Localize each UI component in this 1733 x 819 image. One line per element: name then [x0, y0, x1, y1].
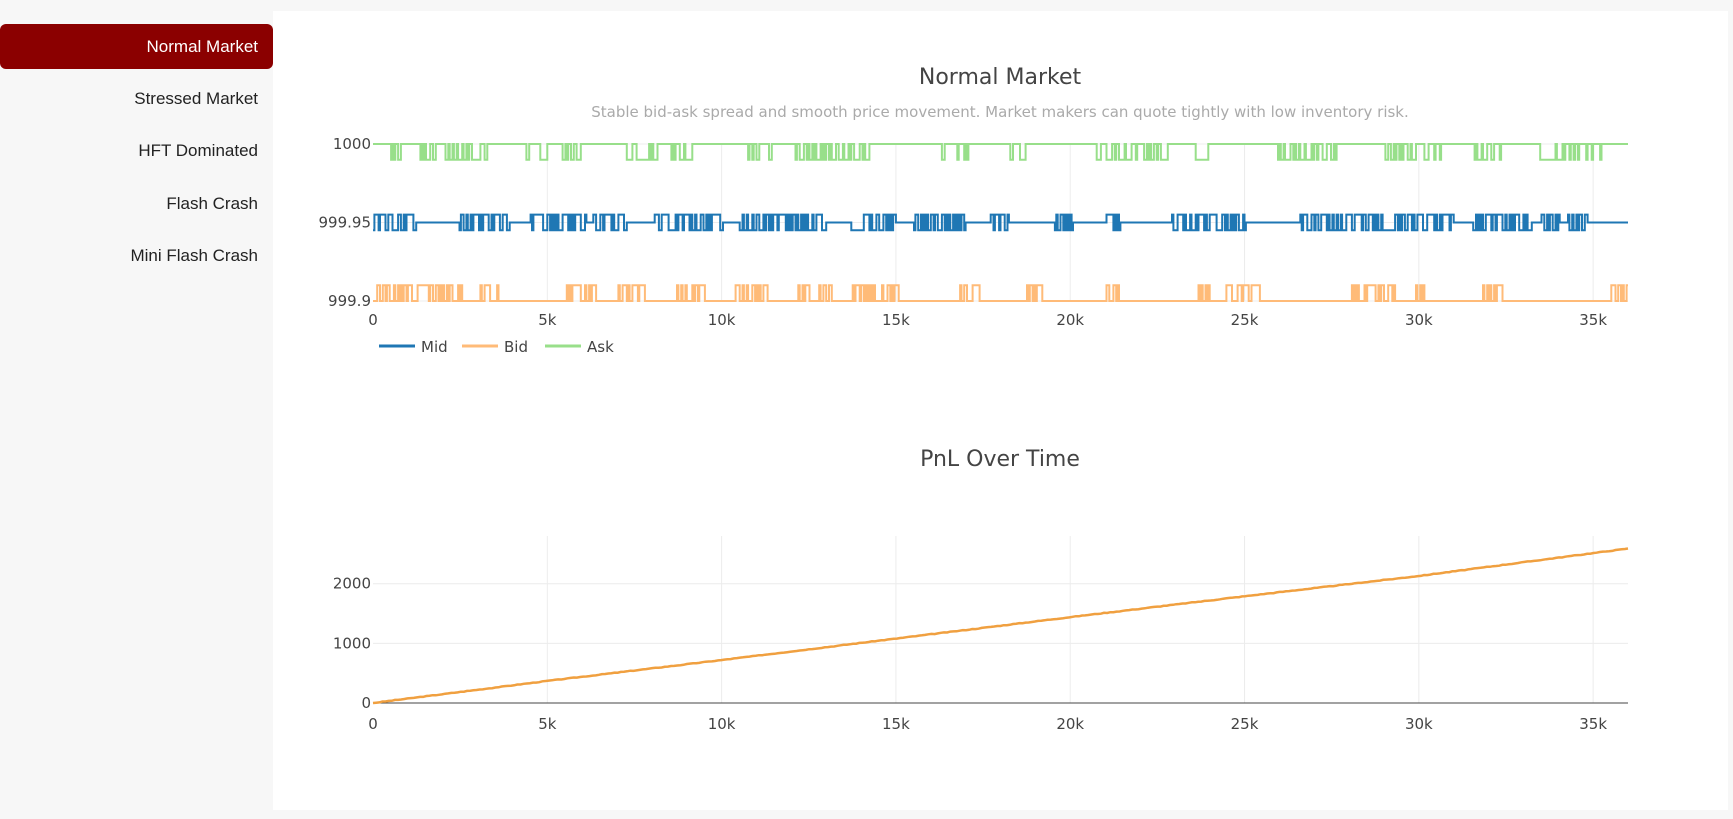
- x-tick-label: 35k: [1579, 715, 1607, 733]
- sidebar-item-hft-dominated[interactable]: HFT Dominated: [138, 141, 258, 160]
- y-tick-label: 999.95: [319, 214, 372, 232]
- y-tick-label: 1000: [333, 634, 371, 652]
- x-tick-label: 20k: [1056, 311, 1084, 329]
- x-tick-label: 25k: [1231, 311, 1259, 329]
- y-tick-label: 999.9: [328, 292, 371, 310]
- sidebar-item-flash-crash[interactable]: Flash Crash: [166, 194, 258, 213]
- x-tick-label: 15k: [882, 311, 910, 329]
- x-tick-label: 10k: [708, 715, 736, 733]
- pnl-chart: PnL Over Time 0 5k 10k 15k 20k 25k 30k 35k 0 1000 2…: [333, 447, 1629, 733]
- sidebar-item-stressed-market[interactable]: Stressed Market: [134, 89, 258, 108]
- sidebar-item-normal-market[interactable]: Normal Market: [0, 24, 273, 69]
- x-tick-label: 15k: [882, 715, 910, 733]
- y-tick-label: 2000: [333, 575, 371, 593]
- main-panel: Normal Market Stable bid-ask spread and s…: [273, 11, 1728, 810]
- legend-label-mid: Mid: [421, 338, 448, 356]
- sidebar: Normal Market Stressed Market HFT Domina…: [0, 0, 273, 819]
- x-tick-label: 30k: [1405, 311, 1433, 329]
- series-line-pnl: [372, 547, 1629, 705]
- sidebar-item-mini-flash-crash[interactable]: Mini Flash Crash: [130, 246, 258, 265]
- y-tick-label: 1000: [333, 135, 371, 153]
- x-tick-label: 0: [368, 311, 378, 329]
- chart-title: PnL Over Time: [920, 447, 1080, 472]
- legend-label-bid: Bid: [504, 338, 528, 356]
- x-tick-label: 30k: [1405, 715, 1433, 733]
- legend-label-ask: Ask: [587, 338, 614, 356]
- x-tick-label: 20k: [1056, 715, 1084, 733]
- series-line-mid: [373, 213, 1628, 232]
- series-line-ask: [373, 143, 1628, 161]
- x-tick-label: 5k: [538, 715, 557, 733]
- chart-subtitle: Stable bid-ask spread and smooth price m…: [591, 103, 1409, 121]
- x-tick-label: 0: [368, 715, 378, 733]
- x-tick-label: 5k: [538, 311, 557, 329]
- y-tick-label: 0: [361, 694, 371, 712]
- x-tick-label: 10k: [708, 311, 736, 329]
- chart-title: Normal Market: [919, 65, 1082, 90]
- price-chart: Normal Market Stable bid-ask spread and s…: [319, 65, 1628, 356]
- series-line-bid: [373, 284, 1628, 302]
- x-tick-label: 35k: [1579, 311, 1607, 329]
- x-tick-label: 25k: [1231, 715, 1259, 733]
